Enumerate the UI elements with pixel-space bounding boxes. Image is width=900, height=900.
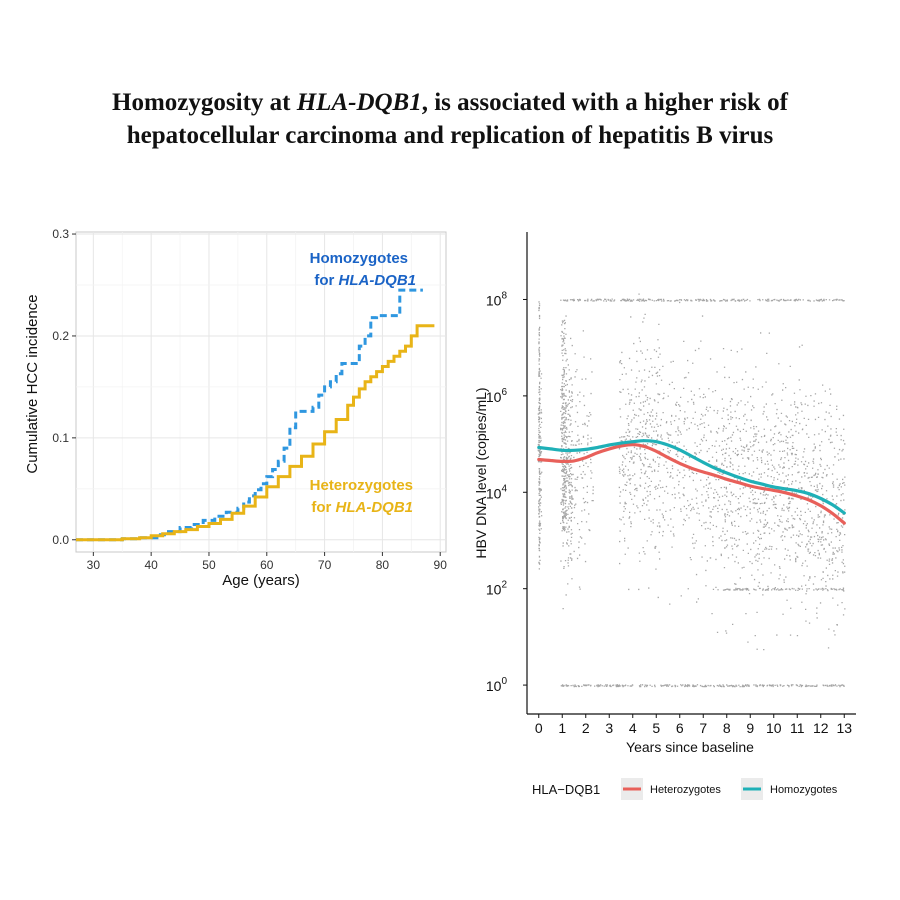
- hbv-x-ticks: 0 1 2 3 4 5 6 7 8 9 10 11 12 13: [535, 714, 852, 736]
- hbv-x-tick-label: 11: [790, 720, 805, 736]
- hcc-y-tick-label: 0.1: [52, 431, 69, 445]
- hcc-y-tick-label: 0.2: [52, 329, 69, 343]
- figure-title-line2: hepatocellular carcinoma and replication…: [126, 122, 774, 149]
- hcc-series: [76, 288, 435, 542]
- hcc-y-tick-label: 0.3: [52, 227, 69, 241]
- hcc-y-axis-label: Cumulative HCC incidence: [24, 294, 41, 473]
- hbv-x-tick-label: 4: [629, 720, 637, 736]
- hbv-scatter-cloud: [537, 293, 846, 688]
- hbv-legend: HLA−DQB1 Heterozygotes Homozygotes: [532, 778, 838, 800]
- homozygotes-annotation-line2: for HLA-DQB1: [314, 272, 416, 289]
- hbv-x-tick-label: 12: [813, 720, 829, 736]
- title-gene-name: HLA-DQB1: [296, 89, 422, 116]
- hcc-x-tick-label: 30: [87, 558, 101, 572]
- hbv-y-tick-label: 104: [486, 483, 508, 501]
- hbv-y-tick-label: 106: [486, 387, 508, 405]
- hcc-incidence-chart: 0.00.10.20.3 30 40 50 60 70 80 90 Age (years) …: [24, 227, 447, 589]
- heterozygotes-annotation-line2: for HLA-DQB1: [311, 499, 413, 516]
- homozygotes-annotation-line1: Homozygotes: [310, 250, 408, 267]
- hcc-y-tick-label: 0.0: [52, 533, 69, 547]
- hcc-x-axis-label: Age (years): [222, 572, 300, 589]
- hbv-y-ticks: 100 102 104 106 108: [486, 290, 527, 694]
- hcc-x-tick-label: 40: [144, 558, 158, 572]
- hcc-x-tick-label: 70: [318, 558, 332, 572]
- hbv-x-axis-label: Years since baseline: [626, 739, 754, 755]
- hcc-x-tick-label: 80: [376, 558, 390, 572]
- hcc-y-ticks: 0.0 0.1 0.2 0.3: [52, 227, 76, 547]
- hbv-y-tick-label: 102: [486, 580, 508, 598]
- hbv-x-tick-label: 5: [652, 720, 660, 736]
- legend-title: HLA−DQB1: [532, 782, 600, 797]
- hbv-y-tick-label: 108: [486, 290, 508, 308]
- hbv-x-tick-label: 0: [535, 720, 543, 736]
- hbv-x-tick-label: 7: [699, 720, 707, 736]
- legend-label-heterozygotes: Heterozygotes: [650, 784, 721, 796]
- homozygotes-annotation: Homozygotes for HLA-DQB1: [310, 250, 416, 289]
- hcc-x-ticks: 30 40 50 60 70 80 90: [87, 552, 448, 572]
- hbv-scatter-points: [537, 293, 846, 688]
- legend-label-homozygotes: Homozygotes: [770, 784, 838, 796]
- hcc-x-tick-label: 60: [260, 558, 274, 572]
- figure-title: Homozygosity at HLA-DQB1, is associated …: [0, 86, 900, 152]
- title-text-pre: Homozygosity at: [112, 89, 297, 116]
- hbv-x-tick-label: 10: [766, 720, 782, 736]
- hbv-x-tick-label: 8: [723, 720, 731, 736]
- heterozygotes-annotation: Heterozygotes for HLA-DQB1: [310, 477, 413, 516]
- hbv-smooth-heterozygotes: [537, 442, 846, 525]
- figure-title-line1: Homozygosity at HLA-DQB1, is associated …: [0, 86, 900, 119]
- hbv-x-tick-label: 1: [558, 720, 566, 736]
- hbv-x-tick-label: 6: [676, 720, 684, 736]
- hcc-series-homozygotes: [76, 288, 423, 542]
- hcc-gridlines: [76, 232, 446, 552]
- heterozygotes-annotation-line1: Heterozygotes: [310, 477, 413, 494]
- hbv-smooth-lines: [537, 439, 846, 525]
- hbv-x-tick-label: 3: [605, 720, 613, 736]
- hcc-series-heterozygotes: [76, 324, 435, 542]
- title-text-post: , is associated with a higher risk of: [421, 89, 788, 116]
- hbv-x-tick-label: 13: [836, 720, 852, 736]
- hcc-x-tick-label: 90: [434, 558, 448, 572]
- hbv-x-tick-label: 2: [582, 720, 590, 736]
- hbv-smooth-homozygotes: [537, 439, 846, 515]
- hcc-x-tick-label: 50: [202, 558, 216, 572]
- hbv-y-axis-label: HBV DNA level (copies/mL): [473, 387, 489, 558]
- hbv-y-tick-label: 100: [486, 676, 508, 694]
- hbv-x-tick-label: 9: [746, 720, 754, 736]
